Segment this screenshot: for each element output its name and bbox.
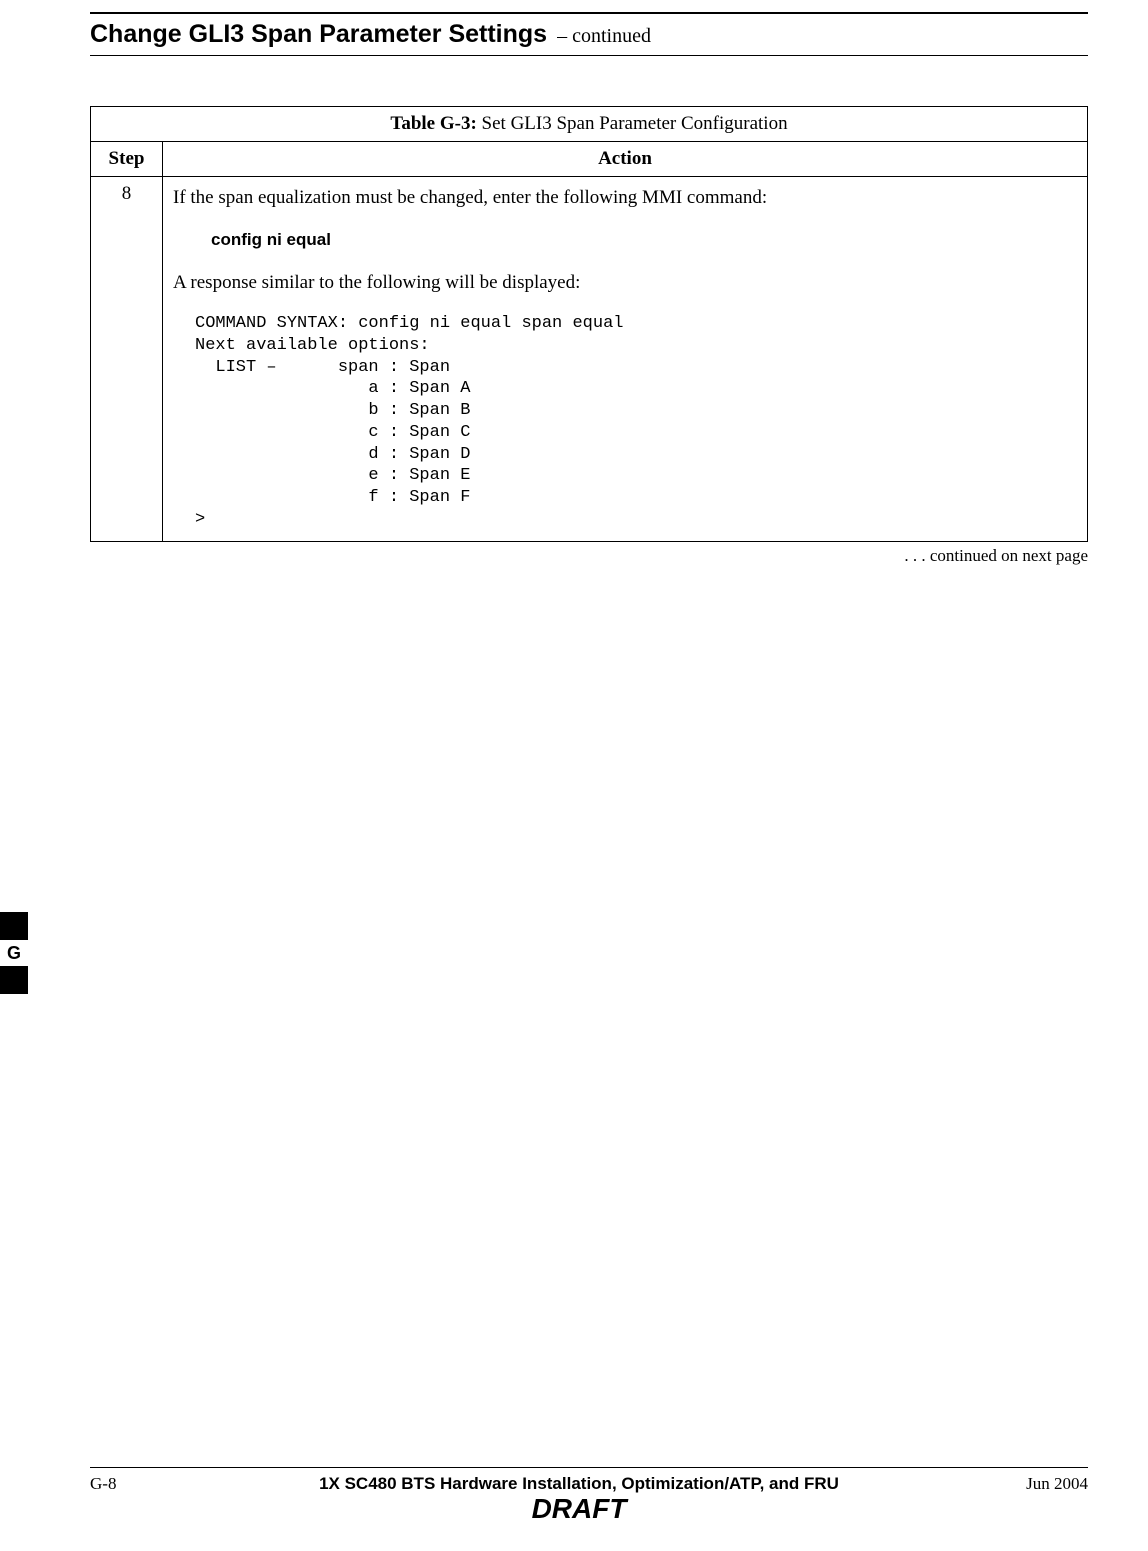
footer-date: Jun 2004 [988,1474,1088,1494]
top-rule [90,12,1088,14]
side-tab-block-top [0,912,28,940]
table-header-row: Step Action [91,142,1088,177]
response-block: COMMAND SYNTAX: config ni equal span equ… [195,313,1077,531]
page-title: Change GLI3 Span Parameter Settings [90,20,547,49]
footer-doc-title: 1X SC480 BTS Hardware Installation, Opti… [170,1474,988,1494]
side-tab-letter: G [0,940,28,966]
page: Change GLI3 Span Parameter Settings – co… [0,12,1148,1551]
footer-center: 1X SC480 BTS Hardware Installation, Opti… [170,1474,988,1523]
action-cell: If the span equalization must be changed… [163,177,1088,542]
mmi-command: config ni equal [211,229,1077,252]
response-intro: A response similar to the following will… [173,270,1077,296]
side-tab: G [0,912,28,994]
table-row: 8 If the span equalization must be chang… [91,177,1088,542]
table-wrap: Table G-3: Set GLI3 Span Parameter Confi… [90,106,1088,566]
header-rule [90,55,1088,56]
footer-page-number: G-8 [90,1474,170,1494]
table-title-bold: Table G-3: [390,113,476,134]
table-title-cell: Table G-3: Set GLI3 Span Parameter Confi… [91,107,1088,142]
page-footer: G-8 1X SC480 BTS Hardware Installation, … [90,1467,1088,1523]
footer-draft: DRAFT [170,1494,988,1523]
col-step-header: Step [91,142,163,177]
footer-rule [90,1467,1088,1468]
config-table: Table G-3: Set GLI3 Span Parameter Confi… [90,106,1088,542]
footer-row: G-8 1X SC480 BTS Hardware Installation, … [90,1474,1088,1523]
side-tab-block-bottom [0,966,28,994]
page-header: Change GLI3 Span Parameter Settings – co… [90,20,1088,49]
continued-note: . . . continued on next page [90,546,1088,566]
step-cell: 8 [91,177,163,542]
table-title-rest: Set GLI3 Span Parameter Configuration [477,113,788,134]
action-intro: If the span equalization must be changed… [173,185,1077,211]
page-title-continued: – continued [557,25,651,48]
col-action-header: Action [163,142,1088,177]
table-title-row: Table G-3: Set GLI3 Span Parameter Confi… [91,107,1088,142]
